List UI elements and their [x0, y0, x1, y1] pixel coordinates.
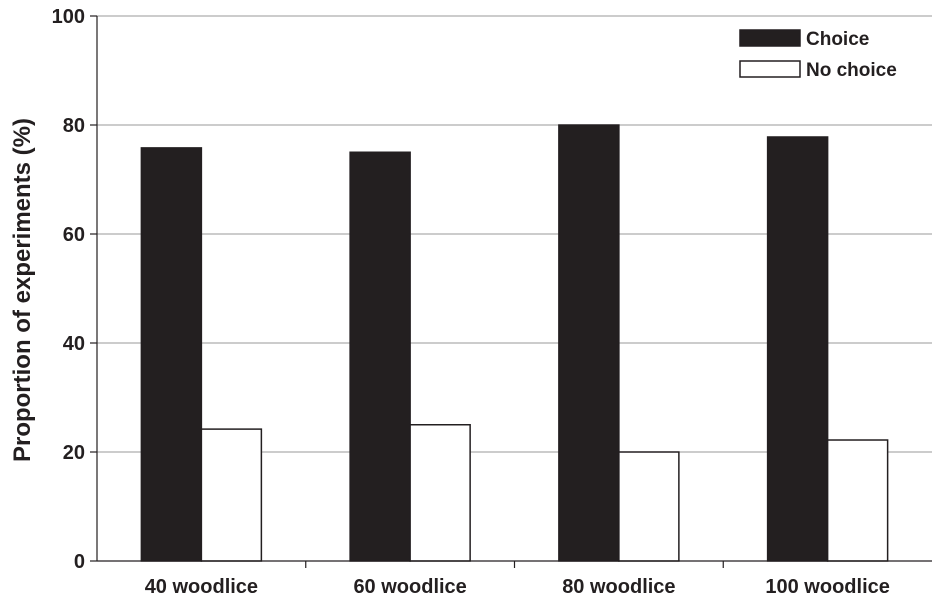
x-tick-label: 100 woodlice — [765, 576, 890, 598]
bar-no-choice — [409, 424, 471, 562]
bar-choice — [349, 151, 411, 562]
y-tick-label: 60 — [63, 224, 85, 246]
y-tick-label: 100 — [52, 6, 85, 28]
bar-no-choice — [618, 451, 680, 562]
bar-no-choice — [826, 439, 889, 562]
x-tick-label: 80 woodlice — [562, 576, 675, 598]
bars — [140, 124, 889, 562]
legend-swatch-choice — [739, 29, 801, 47]
legend: Choice No choice — [739, 29, 897, 81]
x-tick-label: 60 woodlice — [353, 576, 466, 598]
bar-no-choice — [200, 428, 263, 562]
bar-choice — [766, 136, 829, 562]
bar-choice — [558, 124, 620, 562]
y-tick-label: 80 — [63, 115, 85, 137]
y-tick-label: 20 — [63, 442, 85, 464]
legend-swatch-no-choice — [739, 60, 801, 78]
axes: 0 20 40 60 80 100 40 woodlice 60 woodlice 80 woo… — [52, 6, 932, 598]
y-tick-label: 40 — [63, 333, 85, 355]
legend-label-choice: Choice — [806, 29, 869, 50]
legend-label-no-choice: No choice — [806, 60, 897, 81]
y-axis-title: Proportion of experiments (%) — [9, 118, 36, 462]
x-tick-label: 40 woodlice — [145, 576, 258, 598]
bar-choice — [140, 147, 203, 562]
y-tick-label: 0 — [74, 551, 85, 573]
